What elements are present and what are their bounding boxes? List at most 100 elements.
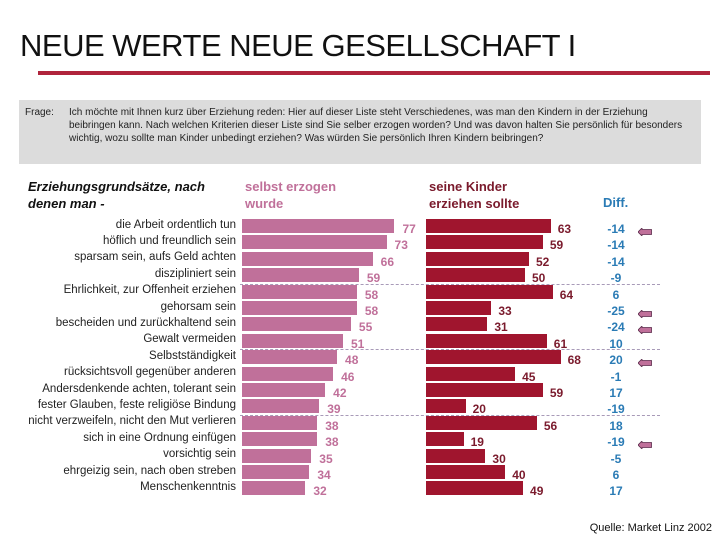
category-label: rücksichtsvoll gegenüber anderen (64, 366, 236, 379)
value-label-kinder: 56 (543, 418, 558, 433)
bar-kinder (426, 481, 524, 496)
bar-selbst (242, 333, 343, 348)
value-label-kinder: 64 (559, 287, 574, 302)
category-label: Selbstständigkeit (149, 349, 236, 362)
bar-kinder (426, 465, 506, 479)
diff-value: 6 (612, 287, 620, 302)
diff-value: -5 (610, 451, 622, 466)
value-label-kinder: 52 (535, 254, 550, 269)
value-label-selbst: 58 (364, 287, 379, 302)
bar-selbst (242, 415, 318, 430)
value-label-kinder: 59 (549, 238, 564, 253)
question-box: Frage: Ich möchte mit Ihnen kurz über Er… (19, 100, 701, 164)
value-label-kinder: 61 (553, 336, 568, 351)
category-label: nicht verzweifeln, nicht den Mut verlier… (28, 415, 236, 428)
category-label: fester Glauben, feste religiöse Bindung (37, 398, 236, 411)
category-label: sich in eine Ordnung einfügen (83, 431, 236, 444)
diff-value: -25 (607, 304, 625, 318)
value-label-selbst: 48 (345, 353, 359, 368)
diff-value: 17 (609, 484, 623, 499)
bar-kinder (426, 268, 525, 283)
category-label: ehrgeizig sein, nach oben streben (63, 464, 236, 477)
bar-kinder (426, 333, 547, 348)
diff-value: -14 (607, 222, 625, 236)
bar-kinder (426, 383, 543, 397)
bar-kinder (426, 219, 551, 233)
bar-kinder (426, 235, 543, 250)
bar-selbst (242, 448, 312, 463)
category-label: die Arbeit ordentlich tun (115, 218, 236, 231)
bar-kinder (426, 448, 486, 463)
value-label-selbst: 66 (380, 254, 395, 269)
bar-kinder (426, 415, 537, 430)
category-header: Erziehungsgrundsätze, nach denen man - (28, 179, 205, 211)
bar-kinder (426, 284, 553, 299)
left-arrow-icon (637, 321, 652, 336)
bar-selbst (242, 465, 310, 479)
value-label-kinder: 19 (470, 435, 484, 450)
category-label: Ehrlichkeit, zur Offenheit erziehen (63, 284, 236, 297)
bar-selbst (242, 350, 338, 365)
group-separator (240, 349, 660, 351)
value-label-selbst: 77 (402, 222, 416, 236)
series-header-kinder: seine Kinder erziehen sollte (429, 179, 520, 211)
diff-value: 18 (609, 418, 623, 433)
bar-kinder (426, 399, 466, 414)
bar-kinder (426, 432, 464, 447)
value-label-kinder: 59 (549, 386, 564, 400)
diff-value: -9 (610, 271, 622, 286)
value-label-kinder: 31 (494, 320, 508, 335)
bar-kinder (426, 366, 516, 381)
diff-value: -14 (607, 238, 625, 253)
left-arrow-icon (637, 223, 652, 237)
value-label-kinder: 49 (530, 484, 544, 499)
bar-selbst (242, 481, 306, 496)
value-label-selbst: 35 (319, 451, 333, 466)
value-label-kinder: 50 (532, 271, 546, 286)
slide-title: NEUE WERTE NEUE GESELLSCHAFT I (20, 28, 576, 63)
value-label-selbst: 46 (341, 369, 355, 384)
category-label: Menschenkenntnis (140, 480, 236, 493)
value-label-selbst: 73 (394, 238, 408, 253)
question-text: Ich möchte mit Ihnen kurz über Erziehung… (69, 107, 683, 144)
diff-value: 17 (609, 386, 623, 400)
category-label: höflich und freundlich sein (103, 234, 236, 247)
value-label-kinder: 68 (567, 353, 581, 368)
bar-selbst (242, 383, 326, 397)
bar-selbst (242, 235, 387, 250)
category-label: diszipliniert sein (154, 267, 236, 280)
value-label-kinder: 20 (472, 402, 486, 417)
value-label-kinder: 63 (557, 222, 572, 236)
diff-value: -24 (607, 320, 625, 335)
bar-kinder (426, 251, 529, 266)
bar-selbst (242, 366, 334, 381)
source-note: Quelle: Market Linz 2002 (589, 522, 712, 534)
bar-selbst (242, 268, 359, 283)
diff-value: -19 (607, 402, 625, 417)
category-label: gehorsam sein (160, 300, 236, 313)
category-label: bescheiden und zurückhaltend sein (55, 316, 236, 329)
value-label-selbst: 58 (364, 304, 379, 318)
question-label: Frage: (25, 107, 54, 118)
value-label-selbst: 38 (325, 435, 339, 450)
diff-value: 6 (612, 468, 620, 482)
bar-kinder (426, 301, 492, 315)
value-label-kinder: 40 (512, 468, 526, 482)
left-arrow-icon (637, 305, 652, 319)
value-label-selbst: 32 (313, 484, 327, 499)
value-label-selbst: 39 (327, 402, 341, 417)
value-label-selbst: 59 (366, 271, 381, 286)
diff-value: -1 (610, 369, 622, 384)
value-label-kinder: 45 (522, 369, 536, 384)
bar-selbst (242, 251, 373, 266)
left-arrow-icon (637, 436, 652, 451)
value-label-selbst: 51 (350, 336, 365, 351)
group-separator (240, 283, 660, 285)
left-arrow-icon (637, 354, 652, 369)
diff-header: Diff. (603, 195, 629, 210)
series-header-selbst: selbst erzogen wurde (245, 179, 337, 211)
bar-selbst (242, 432, 318, 447)
bar-kinder (426, 350, 561, 365)
value-label-selbst: 42 (333, 386, 347, 400)
